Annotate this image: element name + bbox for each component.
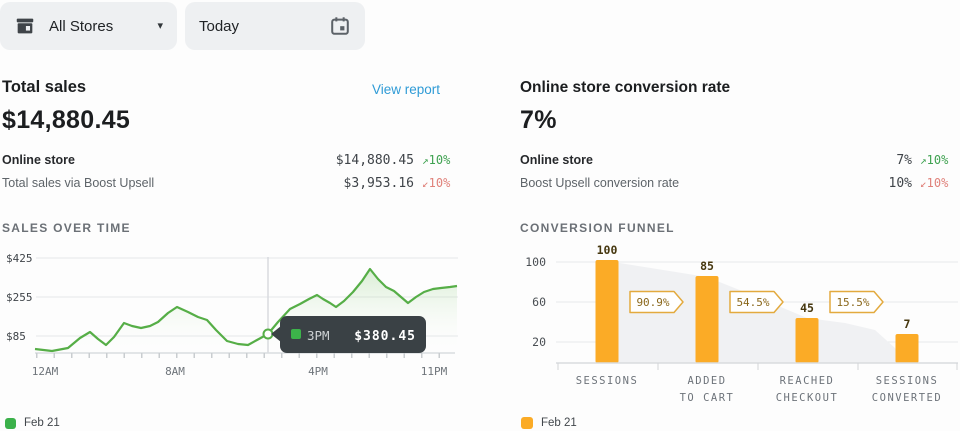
bar-sessions-converted[interactable] xyxy=(895,334,919,363)
metric-row-online-store-rate: Online store 7% ↗10% xyxy=(520,153,958,176)
metric-row-boost-upsell-rate: Boost Upsell conversion rate 10% ↙10% xyxy=(520,176,958,199)
chart-tooltip: 3PM $380.45 xyxy=(271,316,426,353)
funnel-chart-legend: Feb 21 xyxy=(521,417,577,429)
metric-delta: ↗10% xyxy=(912,153,958,167)
bar-value-label: 7 xyxy=(904,317,911,331)
conversion-rate-tag: 90.9% xyxy=(629,290,684,314)
metric-label: Total sales via Boost Upsell xyxy=(2,176,155,190)
date-range-label: Today xyxy=(199,17,240,35)
metric-value: 10% xyxy=(888,176,912,191)
y-tick-label: $425 xyxy=(6,252,33,265)
delta-value: 10% xyxy=(926,153,949,167)
sales-over-time-heading: SALES OVER TIME xyxy=(2,221,131,235)
chevron-down-icon: ▾ xyxy=(157,19,163,32)
trend-down-icon: ↙ xyxy=(920,177,927,190)
trend-down-icon: ↙ xyxy=(422,177,429,190)
calendar-icon xyxy=(329,15,351,37)
x-tick-label: 11PM xyxy=(421,365,448,378)
legend-label: Feb 21 xyxy=(24,417,60,429)
bar-added-to-cart[interactable] xyxy=(695,276,719,363)
total-sales-title: Total sales xyxy=(2,78,87,96)
category-label: SESSIONS xyxy=(876,375,939,387)
metric-delta: ↙10% xyxy=(912,176,958,190)
date-range-selector[interactable]: Today xyxy=(185,2,365,50)
y-tick-label: 20 xyxy=(532,335,546,349)
conversion-rate-tag: 15.5% xyxy=(829,290,884,314)
conversion-funnel-heading: CONVERSION FUNNEL xyxy=(520,221,675,235)
x-tick-label: 8AM xyxy=(165,365,185,378)
conversion-rate-value: 7% xyxy=(520,106,557,134)
x-tick-label: 12AM xyxy=(32,365,59,378)
y-tick-label: $255 xyxy=(6,291,33,304)
category-label: CONVERTED xyxy=(872,392,942,404)
total-sales-value: $14,880.45 xyxy=(2,106,131,134)
metric-row-online-store-sales: Online store $14,880.45 ↗10% xyxy=(2,153,460,176)
legend-label: Feb 21 xyxy=(541,417,577,429)
metric-value: $14,880.45 xyxy=(335,153,414,168)
metric-value: 7% xyxy=(896,153,912,168)
trend-up-icon: ↗ xyxy=(920,154,927,167)
sales-chart-legend: Feb 21 xyxy=(5,417,60,429)
conversion-rate-tag: 54.5% xyxy=(729,290,784,314)
metric-value: $3,953.16 xyxy=(343,176,414,191)
bar-value-label: 100 xyxy=(597,243,618,257)
y-tick-label: $85 xyxy=(6,330,26,343)
store-selector-label: All Stores xyxy=(49,17,114,35)
y-tick-label: 100 xyxy=(525,255,546,269)
conversion-rate-value: 54.5% xyxy=(736,296,769,309)
tooltip-value: $380.45 xyxy=(354,329,416,344)
category-label: CHECKOUT xyxy=(776,392,839,404)
delta-value: 10% xyxy=(428,176,451,190)
tooltip-time: 3PM xyxy=(307,328,330,343)
tooltip-series-swatch xyxy=(291,329,301,339)
legend-swatch-orange xyxy=(521,417,533,429)
metric-label: Boost Upsell conversion rate xyxy=(520,176,680,190)
legend-swatch-green xyxy=(5,417,16,429)
delta-value: 10% xyxy=(926,176,949,190)
store-selector[interactable]: All Stores ▾ xyxy=(0,2,177,50)
category-label: TO CART xyxy=(680,392,735,404)
metric-label: Online store xyxy=(2,153,75,167)
x-tick-label: 4PM xyxy=(308,365,328,378)
category-label: SESSIONS xyxy=(576,375,639,387)
metric-delta: ↙10% xyxy=(414,176,460,190)
view-report-link[interactable]: View report xyxy=(371,82,440,97)
metric-row-boost-upsell-sales: Total sales via Boost Upsell $3,953.16 ↙… xyxy=(2,176,460,199)
delta-value: 10% xyxy=(428,153,451,167)
conversion-rate-title: Online store conversion rate xyxy=(520,79,731,96)
bar-value-label: 45 xyxy=(800,301,814,315)
category-label: REACHED xyxy=(780,375,835,387)
conversion-rate-value: 15.5% xyxy=(836,296,869,309)
trend-up-icon: ↗ xyxy=(422,154,429,167)
sales-over-time-chart[interactable]: $425 $255 $85 12AM 8AM 4PM 11PM 3PM $380… xyxy=(0,245,460,385)
conversion-rate-value: 90.9% xyxy=(636,296,669,309)
metric-label: Online store xyxy=(520,153,593,167)
storefront-icon xyxy=(14,15,36,37)
y-tick-label: 60 xyxy=(532,295,546,309)
bar-sessions[interactable] xyxy=(595,260,619,363)
conversion-funnel-chart[interactable]: 100 60 20 100 85 45 7 90.9% 54.5% 15.5% xyxy=(520,233,960,408)
bar-value-label: 85 xyxy=(700,259,714,273)
category-label: ADDED xyxy=(687,375,726,387)
bar-reached-checkout[interactable] xyxy=(795,318,819,363)
metric-delta: ↗10% xyxy=(414,153,460,167)
